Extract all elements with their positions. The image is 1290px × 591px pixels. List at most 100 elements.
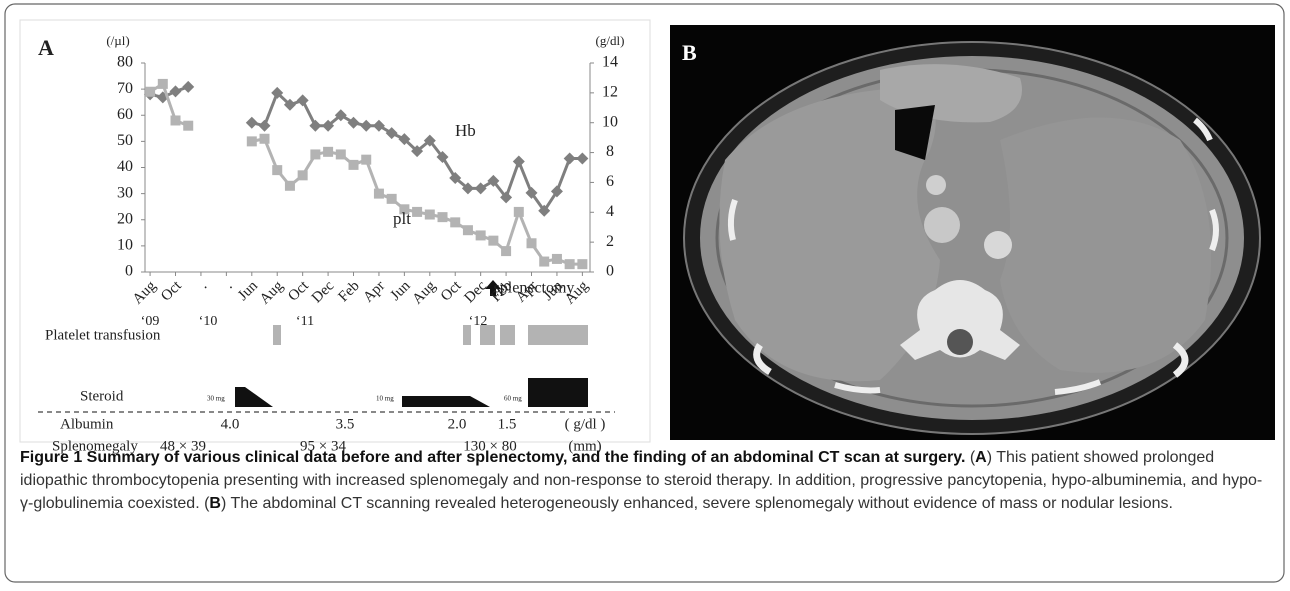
marker	[271, 86, 284, 99]
caption-text: ) The abdominal CT scanning revealed het…	[220, 495, 1173, 512]
x-tick-label: Jun	[235, 278, 261, 304]
x-tick-label: Dec	[309, 278, 338, 307]
marker	[170, 115, 181, 126]
rib	[727, 199, 738, 241]
marker	[259, 133, 270, 144]
marker	[436, 151, 449, 164]
caption-title: Figure 1 Summary of various clinical dat…	[20, 449, 966, 466]
rib	[834, 382, 881, 394]
year-label: ‘12	[469, 314, 488, 329]
albumin-value: 2.0	[448, 416, 467, 432]
marker	[501, 246, 512, 257]
caption-ref: A	[975, 449, 987, 466]
y-tick-label: 60	[117, 106, 133, 123]
y-tick-label: 50	[117, 132, 133, 149]
row-label: Splenomegaly	[52, 438, 138, 454]
steroid-dose-shape	[528, 378, 588, 407]
transfusion-bar	[500, 325, 515, 345]
series-label: plt	[393, 209, 411, 228]
ct-image: B	[670, 25, 1275, 440]
marker	[310, 149, 321, 160]
liver	[719, 88, 940, 382]
marker	[322, 119, 335, 132]
y-tick-label: 10	[117, 237, 133, 254]
marker	[183, 120, 194, 131]
x-tick-label: Jun	[388, 278, 414, 304]
marker	[334, 109, 347, 122]
x-tick-label: Oct	[285, 277, 312, 304]
panel-label: B	[682, 40, 697, 65]
dose-label: 60 mg	[504, 395, 522, 403]
marker	[372, 119, 385, 132]
marker	[169, 85, 182, 98]
y2-tick-label: 8	[606, 143, 614, 160]
rib	[753, 343, 772, 376]
transfusion-bars	[273, 325, 588, 345]
transfusion-bar	[528, 325, 588, 345]
panel-a-frame	[19, 19, 651, 443]
unit-label: ( g/dl )	[565, 416, 606, 432]
x-tick-label: Apr	[360, 278, 388, 306]
x-tick-label: Aug	[130, 278, 160, 308]
marker	[385, 127, 398, 140]
dose-label: 30 mg	[207, 395, 225, 403]
splenectomy-arrow	[485, 280, 501, 296]
marker	[411, 145, 424, 158]
marker	[577, 259, 588, 270]
y2-tick-label: 0	[606, 263, 614, 280]
marker	[526, 238, 537, 249]
marker	[399, 204, 410, 215]
transfusion-bar	[273, 325, 281, 345]
spleen	[1000, 117, 1212, 373]
marker	[576, 152, 589, 165]
marker	[398, 133, 411, 146]
marker	[182, 80, 195, 93]
spleen-size: 95 × 34	[300, 438, 346, 454]
marker	[449, 171, 462, 184]
series-line	[149, 85, 583, 214]
marker	[513, 206, 524, 217]
marker	[361, 154, 372, 165]
marker	[564, 259, 575, 270]
caption-text: ) This patient showed prolonged idiopath…	[20, 449, 1263, 512]
marker	[487, 174, 500, 187]
panel-a: A (/µl) (g/dl) splenectomy Platelet tran…	[38, 33, 624, 454]
marker	[323, 146, 334, 157]
air	[895, 105, 935, 160]
marker	[272, 165, 283, 176]
y-tick-label: 80	[117, 54, 133, 71]
y-tick-label: 30	[117, 184, 133, 201]
marker	[550, 185, 563, 198]
caption-text: (	[965, 449, 976, 466]
transfusion-bar	[480, 325, 495, 345]
x-tick-label: Dec	[462, 278, 491, 307]
vessel	[984, 231, 1012, 259]
marker	[347, 116, 360, 129]
y2-axis-label: (g/dl)	[596, 33, 625, 48]
marker	[423, 134, 436, 147]
marker	[309, 119, 322, 132]
row-label: Platelet transfusion	[45, 327, 161, 343]
marker	[450, 217, 461, 228]
x-tick-label: Aug	[409, 278, 439, 308]
marker	[386, 193, 397, 204]
marker	[258, 119, 271, 132]
marker	[474, 182, 487, 195]
year-label: ‘09	[141, 314, 160, 329]
marker	[539, 256, 550, 267]
marker	[296, 94, 309, 107]
y-axis-label: (/µl)	[106, 33, 129, 48]
x-tick-label: Oct	[158, 277, 185, 304]
x-tick-label: .	[196, 278, 210, 292]
year-label: ‘10	[199, 314, 218, 329]
marker	[348, 159, 359, 170]
year-label: ‘11	[296, 314, 314, 329]
y-tick-label: 20	[117, 210, 133, 227]
marker	[283, 98, 296, 111]
rib	[1172, 342, 1189, 378]
x-tick-label: Oct	[438, 277, 465, 304]
vertebra	[900, 280, 1020, 360]
marker	[424, 209, 435, 220]
